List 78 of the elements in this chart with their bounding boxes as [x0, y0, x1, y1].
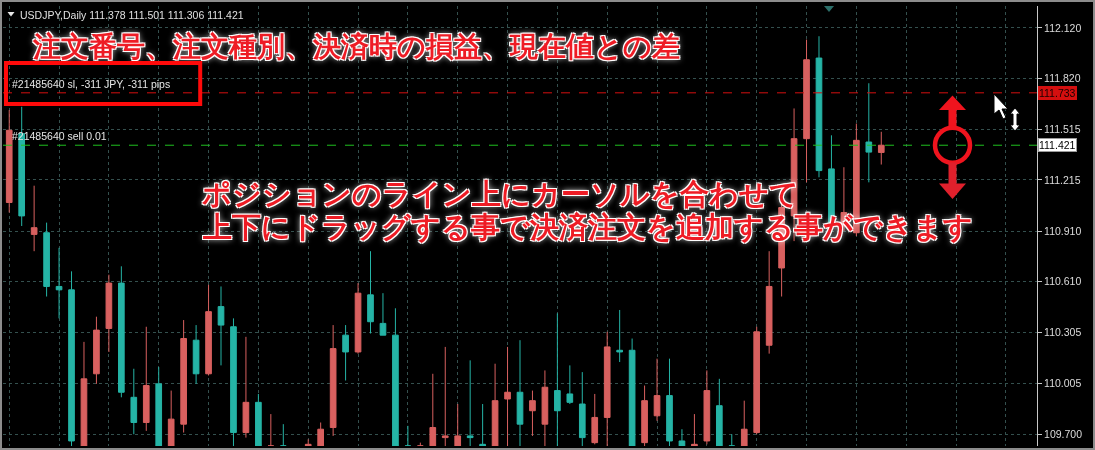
ref-line-label: #21485640 sl, -311 JPY, -311 pips [12, 78, 171, 90]
candlestick [354, 282, 362, 355]
candlestick [392, 307, 399, 446]
candlestick [43, 222, 50, 298]
y-tick-label: 110.910 [1044, 224, 1082, 237]
candlestick [379, 292, 387, 336]
candlestick [678, 428, 686, 446]
candlestick [454, 403, 462, 446]
y-tick-label: 111.820 [1044, 71, 1081, 84]
candlestick [192, 324, 200, 385]
candlestick [130, 368, 138, 435]
candlestick [404, 425, 412, 446]
candlestick [279, 423, 287, 446]
candlestick [255, 393, 262, 446]
candlestick [93, 316, 100, 385]
candlestick [504, 346, 511, 446]
candlestick [740, 400, 748, 446]
candlestick [491, 363, 499, 446]
candlestick [217, 285, 225, 366]
y-tick-label: 111.215 [1044, 173, 1081, 186]
candlestick [30, 185, 38, 252]
candlestick [180, 319, 187, 434]
candlestick [541, 369, 549, 446]
candlestick [167, 390, 175, 446]
candlestick [429, 373, 437, 446]
candlestick [653, 358, 661, 422]
candlestick [765, 250, 773, 355]
candlestick [329, 324, 337, 437]
candlestick [142, 326, 150, 432]
candlestick [118, 265, 125, 398]
candlestick [603, 331, 611, 446]
candlestick [554, 312, 561, 446]
candlestick [691, 413, 698, 446]
candlestick [267, 413, 275, 446]
candlestick [529, 390, 536, 437]
candlestick [242, 336, 250, 439]
y-tick-label: 110.305 [1044, 326, 1082, 339]
y-tick-label: 110.005 [1044, 376, 1082, 389]
candlestick [753, 326, 761, 435]
annotation: 注文番号、注文種別、決済時の損益、現在値との差 [32, 30, 680, 63]
candlestick [728, 433, 736, 446]
candlestick [865, 82, 873, 183]
candlestick [641, 385, 648, 446]
candlestick [666, 358, 673, 446]
candlestick [417, 442, 424, 446]
candlestick [616, 309, 623, 363]
candlestick [205, 284, 212, 376]
candlestick [105, 274, 113, 353]
candlestick [628, 338, 636, 446]
candlestick [342, 324, 349, 381]
candlestick [304, 438, 312, 446]
annotation: 111.421 [1039, 139, 1076, 151]
candlestick [578, 371, 586, 446]
candlestick [703, 369, 711, 445]
candlestick [591, 393, 599, 445]
candlestick [466, 359, 474, 446]
annotation: 111.733 [1039, 87, 1076, 99]
y-tick-label: 111.515 [1044, 123, 1081, 136]
candlestick [55, 247, 63, 319]
candlestick [317, 421, 325, 446]
candlestick [479, 403, 486, 446]
candlestick [68, 270, 75, 446]
candlestick [155, 366, 163, 446]
chart-title: USDJPY,Daily 111.378 111.501 111.306 111.421 [20, 8, 244, 21]
y-tick-label: 112.120 [1044, 21, 1082, 34]
candlestick [80, 341, 88, 446]
candlestick [516, 339, 524, 446]
candlestick [566, 364, 574, 405]
candlestick [5, 109, 13, 214]
candlestick [367, 250, 374, 334]
y-tick-label: 110.610 [1044, 275, 1082, 288]
candlestick [715, 378, 723, 446]
candlestick [877, 131, 885, 166]
y-tick-label: 109.700 [1044, 427, 1083, 440]
candlestick [441, 346, 449, 446]
candlestick [803, 39, 810, 183]
candlestick [230, 317, 237, 446]
candlestick [815, 35, 823, 178]
